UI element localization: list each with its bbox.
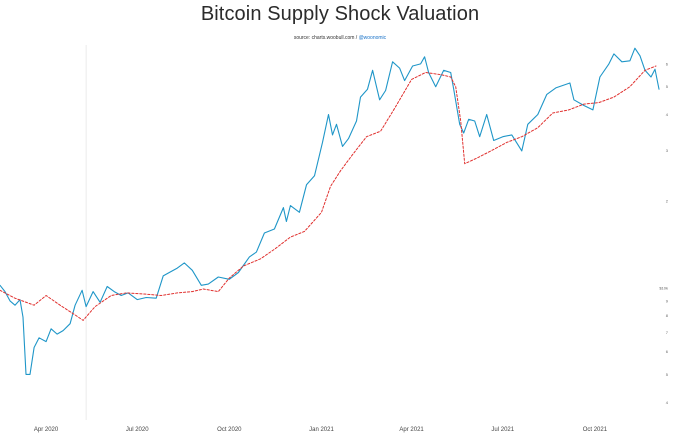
x-tick-label: Apr 2021 xyxy=(399,427,424,433)
x-tick-label: Jul 2020 xyxy=(126,427,149,433)
x-tick-label: Jul 2021 xyxy=(491,427,514,433)
source-handle-link[interactable]: @woonomic xyxy=(358,35,387,41)
y-tick-label: 4 xyxy=(666,400,669,405)
source-prefix: source: charts.woobull.com / xyxy=(293,35,358,41)
y-tick-label: 4 xyxy=(666,112,669,117)
y-tick-label: 5 xyxy=(666,372,669,377)
chart-source: source: charts.woobull.com / @woonomic xyxy=(0,35,680,41)
x-tick-label: Apr 2020 xyxy=(34,427,59,433)
bitcoin-price-line xyxy=(0,47,660,375)
chart-title: Bitcoin Supply Shock Valuation xyxy=(200,3,480,25)
x-tick-label: Jan 2021 xyxy=(309,427,334,433)
y-tick-label: 8 xyxy=(666,313,669,318)
x-tick-label: Oct 2020 xyxy=(217,427,242,433)
y-tick-label: 3 xyxy=(666,148,669,153)
y-tick-label: $10k xyxy=(659,285,668,290)
y-tick-label: 9 xyxy=(666,298,669,303)
supply-shock-valuation-line xyxy=(0,65,657,321)
x-tick-label: Oct 2021 xyxy=(583,427,608,433)
series-layer xyxy=(0,47,660,375)
y-tick-label: 2 xyxy=(666,199,669,204)
y-tick-label: 6 xyxy=(666,61,669,66)
y-tick-label: 6 xyxy=(666,349,669,354)
y-tick-label: 5 xyxy=(666,84,669,89)
axis-layer: Apr 2020 Jul 2020 Oct 2020 Jan 2021 Apr 2021… xyxy=(34,45,669,433)
y-tick-label: 7 xyxy=(666,330,669,335)
